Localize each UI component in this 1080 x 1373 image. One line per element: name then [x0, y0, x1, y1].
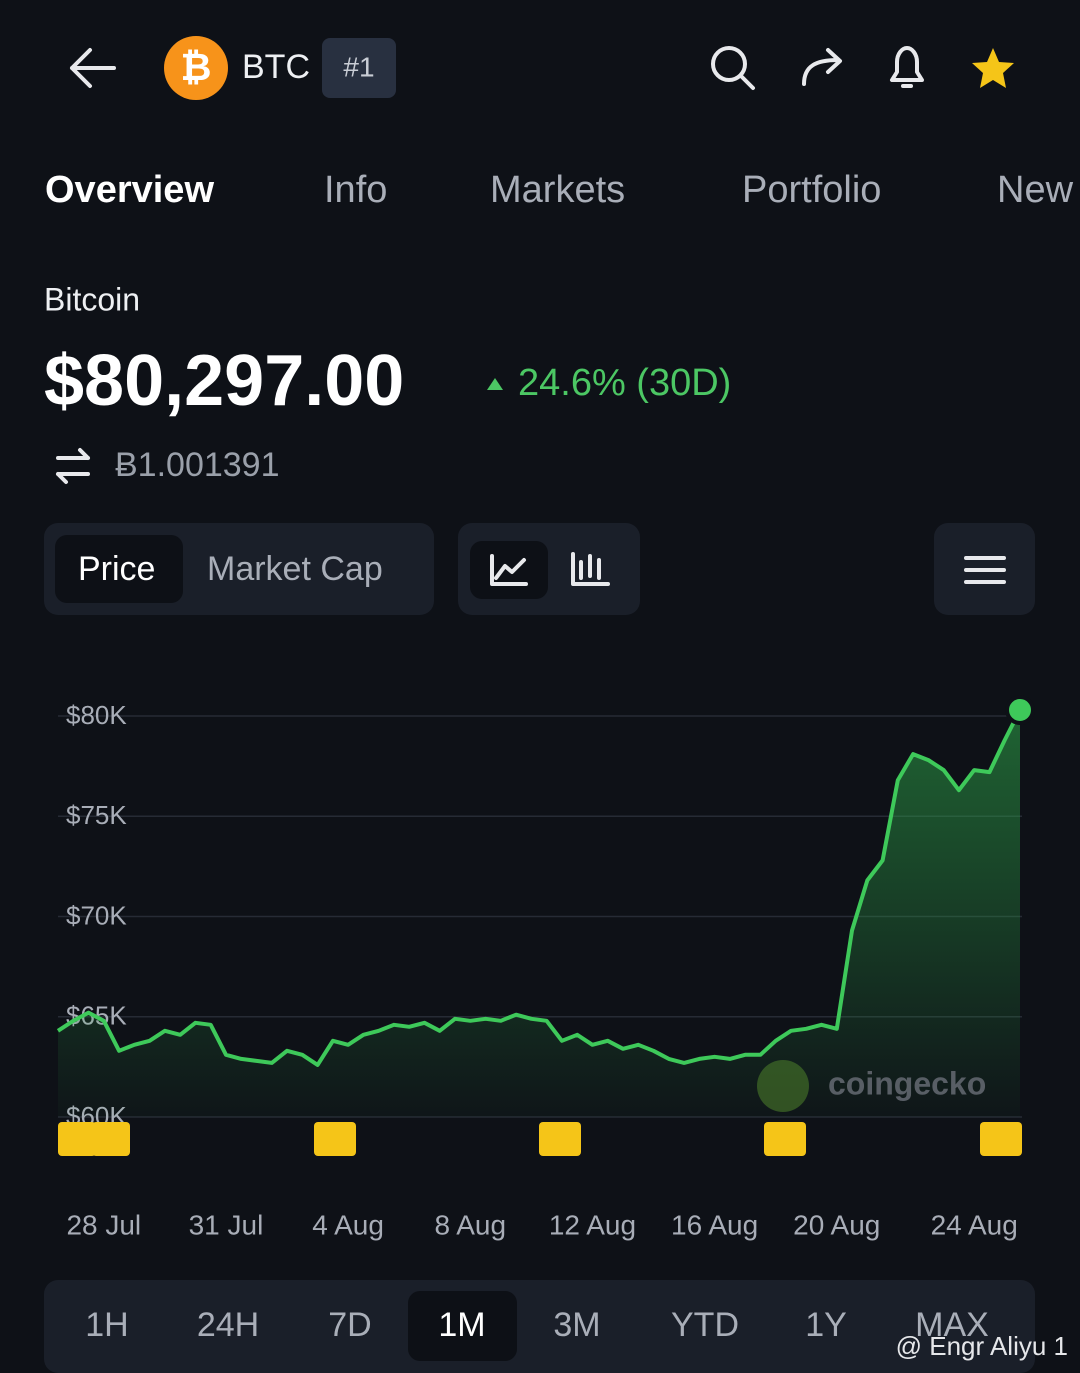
range-selected	[408, 1291, 517, 1361]
area	[58, 710, 1020, 1117]
rank: #1	[343, 51, 374, 82]
tab-bar: Overview Info Markets Portfolio New	[45, 169, 1074, 211]
toggle-price[interactable]: Price	[78, 550, 155, 588]
btc-price: Ƀ1.001391	[115, 446, 280, 484]
toggle-market-cap[interactable]: Market Cap	[207, 550, 383, 588]
x-tick-label: 16 Aug	[671, 1209, 758, 1240]
range-option[interactable]: 1Y	[805, 1306, 847, 1344]
range-option[interactable]: 1H	[85, 1306, 128, 1344]
favorite-button[interactable]	[972, 48, 1014, 88]
search-button[interactable]	[711, 46, 755, 90]
x-tick-label: 31 Jul	[189, 1209, 264, 1240]
watermark-logo	[757, 1060, 809, 1112]
y-tick-label: $80K	[66, 700, 127, 730]
line-chart-button[interactable]	[490, 554, 528, 586]
tab[interactable]: New	[997, 169, 1074, 211]
coin-name: Bitcoin	[44, 281, 140, 317]
tab[interactable]: Markets	[490, 169, 625, 211]
range-option[interactable]: YTD	[671, 1306, 739, 1344]
x-tick-label: 20 Aug	[793, 1209, 880, 1240]
watermark: coingecko	[828, 1065, 986, 1101]
range-bar	[44, 1280, 1035, 1373]
svg-text:₿: ₿	[181, 47, 212, 89]
line	[56, 709, 1022, 1067]
change-arrow	[487, 378, 503, 390]
x-tick-label: 12 Aug	[549, 1209, 636, 1240]
range-option[interactable]: MAX	[915, 1306, 989, 1344]
alert-button[interactable]	[890, 46, 924, 88]
convert-icon	[56, 448, 90, 484]
price-change: 24.6% (30D)	[518, 362, 731, 404]
tab[interactable]: Portfolio	[742, 169, 881, 211]
last-point	[1005, 694, 1035, 725]
range-option[interactable]: 3M	[553, 1306, 600, 1344]
toggle-selected	[55, 535, 183, 603]
share-button[interactable]	[802, 48, 842, 86]
tab[interactable]: Info	[324, 169, 387, 211]
x-tick-label: 4 Aug	[312, 1209, 384, 1240]
range-option[interactable]: 1M	[438, 1306, 485, 1344]
y-tick-label: $75K	[66, 800, 127, 830]
settings-icon	[964, 556, 1006, 584]
event-markers	[58, 1122, 1022, 1156]
price: $80,297.00	[44, 341, 404, 421]
range-option[interactable]: 24H	[197, 1306, 259, 1344]
range-options: 1H 24H 7D 1M 3M YTD 1Y MAX	[85, 1306, 989, 1344]
range-option[interactable]: 7D	[328, 1306, 371, 1344]
tab[interactable]: Overview	[45, 169, 214, 211]
y-tick-label: $70K	[66, 900, 127, 930]
rank-badge	[322, 38, 396, 98]
back-button[interactable]	[70, 48, 116, 88]
x-tick-label: 24 Aug	[931, 1209, 1018, 1240]
x-tick-label: 8 Aug	[434, 1209, 506, 1240]
candle-chart-button[interactable]	[571, 552, 610, 586]
symbol: BTC	[242, 48, 310, 86]
coin-logo: ₿	[164, 36, 228, 100]
x-tick-label: 28 Jul	[66, 1209, 141, 1240]
credit: @ Engr Aliyu 1	[896, 1331, 1068, 1361]
